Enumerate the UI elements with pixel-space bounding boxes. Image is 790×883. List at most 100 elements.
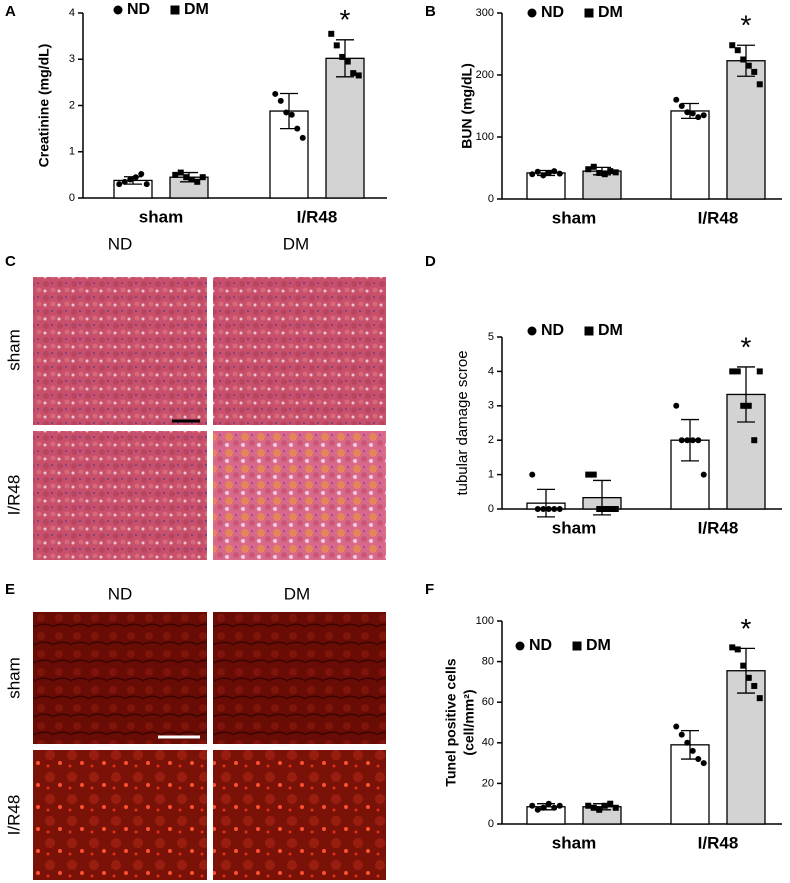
data-point (116, 181, 123, 188)
data-point (590, 163, 597, 170)
y-tick-label: 2 (488, 434, 494, 446)
micrograph (33, 431, 207, 560)
column-label: ND (108, 234, 133, 253)
micrograph (213, 750, 386, 880)
data-point (607, 168, 614, 175)
data-point (678, 103, 685, 109)
micrograph (33, 277, 207, 425)
data-point (689, 437, 696, 444)
data-point (529, 471, 536, 478)
y-tick-label: 0 (488, 193, 494, 205)
legend-label: DM (598, 4, 623, 21)
y-tick-label: 4 (488, 365, 494, 377)
micrograph-panel: C ND DM sham I/R48 (4, 234, 386, 560)
data-point (601, 171, 608, 178)
data-point (556, 802, 563, 809)
data-point (540, 804, 547, 811)
y-tick-label: 1 (488, 469, 494, 481)
data-point (355, 72, 362, 79)
data-point (183, 174, 190, 181)
data-point (294, 125, 301, 132)
legend-label: DM (598, 322, 623, 339)
data-point (673, 96, 680, 103)
data-point (678, 731, 685, 738)
data-point (729, 42, 736, 49)
data-point (529, 802, 536, 809)
data-point (194, 178, 201, 185)
y-tick-label: 1 (69, 146, 75, 158)
data-point (277, 97, 284, 104)
panel-label: E (5, 581, 15, 598)
data-point (734, 47, 741, 54)
y-tick-label: 0 (488, 503, 494, 515)
panel-label: F (425, 581, 434, 598)
data-point (689, 110, 696, 117)
data-point (177, 169, 184, 176)
panel-label: D (425, 253, 436, 270)
panel-label: C (5, 253, 16, 270)
x-tick-label: sham (552, 208, 596, 227)
data-point (607, 506, 614, 512)
panel-label: B (425, 3, 436, 20)
micrograph (213, 431, 386, 560)
micrograph (213, 277, 386, 425)
y-tick-label: 2 (69, 99, 75, 111)
micrograph-panel: E ND DM sham I/R48 (4, 581, 386, 880)
data-point (551, 506, 558, 512)
micrograph (33, 612, 207, 744)
y-tick-label: 3 (488, 400, 494, 412)
y-tick-label: 5 (488, 331, 494, 343)
y-tick-label: 100 (476, 615, 494, 627)
data-point (601, 802, 608, 809)
legend-marker (584, 326, 594, 336)
data-point (545, 506, 552, 512)
data-point (745, 402, 752, 409)
bar (670, 110, 710, 200)
data-point (695, 756, 702, 763)
row-label: I/R48 (4, 795, 23, 836)
data-point (689, 747, 696, 754)
y-axis-label: (cell/mm²) (461, 689, 477, 755)
data-point (333, 42, 340, 49)
error-bar (537, 488, 555, 518)
x-tick-label: sham (139, 207, 183, 226)
legend-marker (572, 641, 582, 651)
data-point (556, 506, 563, 512)
column-label: ND (108, 584, 133, 603)
data-point (585, 471, 592, 478)
micrograph (33, 750, 207, 880)
y-tick-label: 60 (482, 696, 494, 708)
data-point (121, 178, 128, 185)
data-point (534, 168, 541, 175)
data-point (288, 111, 295, 118)
column-label: DM (283, 234, 309, 253)
y-tick-label: 200 (476, 69, 494, 81)
data-point (529, 171, 536, 178)
x-tick-label: I/R48 (698, 518, 739, 537)
x-tick-label: sham (552, 518, 596, 537)
data-point (745, 674, 752, 681)
data-point (756, 368, 763, 375)
data-point (283, 109, 290, 116)
data-point (199, 174, 206, 181)
data-point (545, 169, 552, 176)
significance-marker: * (741, 331, 752, 362)
data-point (695, 437, 702, 444)
data-point (745, 62, 752, 69)
data-point (678, 437, 685, 444)
data-point (751, 437, 758, 444)
data-point (143, 181, 150, 188)
data-point (734, 646, 741, 653)
bar (325, 57, 365, 199)
y-tick-label: 20 (482, 777, 494, 789)
data-point (272, 90, 279, 97)
data-point (673, 402, 680, 409)
data-point (556, 170, 563, 177)
legend-label: ND (541, 4, 564, 21)
data-point (585, 166, 592, 173)
data-point (729, 644, 736, 651)
legend-label: ND (127, 1, 150, 18)
data-point (673, 723, 680, 730)
data-point (344, 58, 351, 65)
data-point (540, 506, 547, 512)
